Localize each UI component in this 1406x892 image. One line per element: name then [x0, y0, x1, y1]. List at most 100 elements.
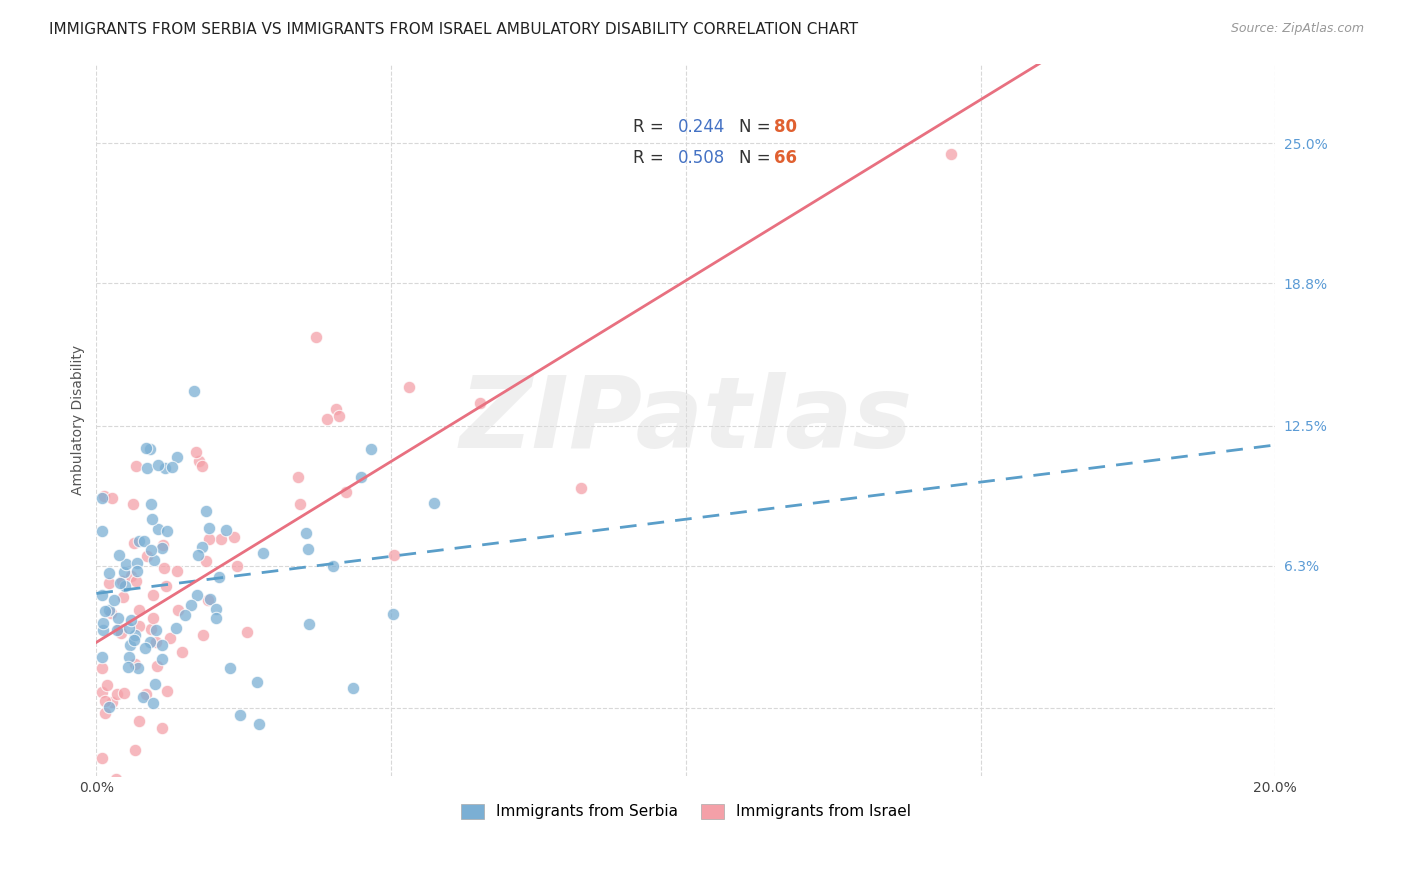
Point [122, 536, 145, 550]
Point [132, 690, 155, 704]
Text: R =: R = [633, 149, 669, 167]
Point [197, 521, 219, 535]
Point [139, 622, 162, 636]
Point [122, 632, 145, 647]
Point [205, 602, 228, 616]
Point [110, 626, 132, 640]
Point [155, 579, 177, 593]
Text: IMMIGRANTS FROM SERBIA VS IMMIGRANTS FROM ISRAEL AMBULATORY DISABILITY CORRELATI: IMMIGRANTS FROM SERBIA VS IMMIGRANTS FRO… [49, 22, 858, 37]
Point [224, 530, 246, 544]
Point [139, 497, 162, 511]
Point [98, 700, 121, 714]
Point [122, 497, 145, 511]
Point [108, 576, 131, 591]
Point [124, 627, 146, 641]
Point [167, 603, 190, 617]
Y-axis label: Ambulatory Disability: Ambulatory Disability [72, 345, 86, 495]
Point [118, 638, 141, 652]
Point [136, 461, 159, 475]
Point [142, 611, 165, 625]
Point [146, 658, 169, 673]
Point [150, 721, 173, 735]
Point [145, 623, 167, 637]
Point [225, 559, 247, 574]
Point [125, 458, 148, 473]
Point [569, 481, 592, 495]
Point [252, 546, 274, 560]
Point [94, 604, 117, 618]
Point [315, 412, 337, 426]
Point [143, 677, 166, 691]
Point [187, 548, 209, 562]
Point [103, 593, 125, 607]
Point [114, 579, 136, 593]
Point [195, 554, 218, 568]
Point [152, 538, 174, 552]
Point [166, 564, 188, 578]
Point [134, 441, 156, 455]
Point [298, 617, 321, 632]
Point [93, 706, 115, 720]
Point [186, 588, 208, 602]
Point [350, 469, 373, 483]
Point [124, 657, 146, 672]
Point [125, 574, 148, 589]
Point [142, 553, 165, 567]
Point [180, 598, 202, 612]
Point [105, 687, 128, 701]
Point [174, 607, 197, 622]
Text: R =: R = [633, 118, 669, 136]
Point [101, 696, 124, 710]
Point [127, 564, 149, 578]
Point [142, 696, 165, 710]
Point [91, 588, 114, 602]
Point [193, 628, 215, 642]
Point [198, 591, 221, 606]
Point [145, 634, 167, 648]
Point [128, 618, 150, 632]
Point [146, 458, 169, 472]
Point [382, 549, 405, 563]
Point [93, 694, 115, 708]
Point [120, 568, 142, 582]
Point [322, 558, 344, 573]
Point [297, 541, 319, 556]
Point [91, 491, 114, 505]
Point [360, 442, 382, 457]
Point [91, 685, 114, 699]
Point [97, 576, 120, 591]
Text: 0.508: 0.508 [678, 149, 725, 167]
Text: 0.244: 0.244 [678, 118, 725, 136]
Point [141, 512, 163, 526]
Point [98, 603, 121, 617]
Point [328, 409, 350, 423]
Point [170, 644, 193, 658]
Point [105, 623, 128, 637]
Point [165, 621, 187, 635]
Point [115, 558, 138, 572]
Point [128, 533, 150, 548]
Point [229, 707, 252, 722]
Point [208, 570, 231, 584]
Point [153, 461, 176, 475]
Point [96, 678, 118, 692]
Point [128, 602, 150, 616]
Point [160, 460, 183, 475]
Point [91, 524, 114, 538]
Point [246, 675, 269, 690]
Point [117, 660, 139, 674]
Text: N =: N = [740, 118, 776, 136]
Point [150, 638, 173, 652]
Text: 66: 66 [775, 149, 797, 167]
Point [156, 683, 179, 698]
Point [128, 714, 150, 728]
Point [111, 590, 134, 604]
Point [191, 458, 214, 473]
Point [107, 610, 129, 624]
Point [198, 533, 221, 547]
Point [135, 687, 157, 701]
Point [166, 450, 188, 464]
Point [141, 588, 163, 602]
Point [188, 454, 211, 468]
Point [150, 541, 173, 555]
